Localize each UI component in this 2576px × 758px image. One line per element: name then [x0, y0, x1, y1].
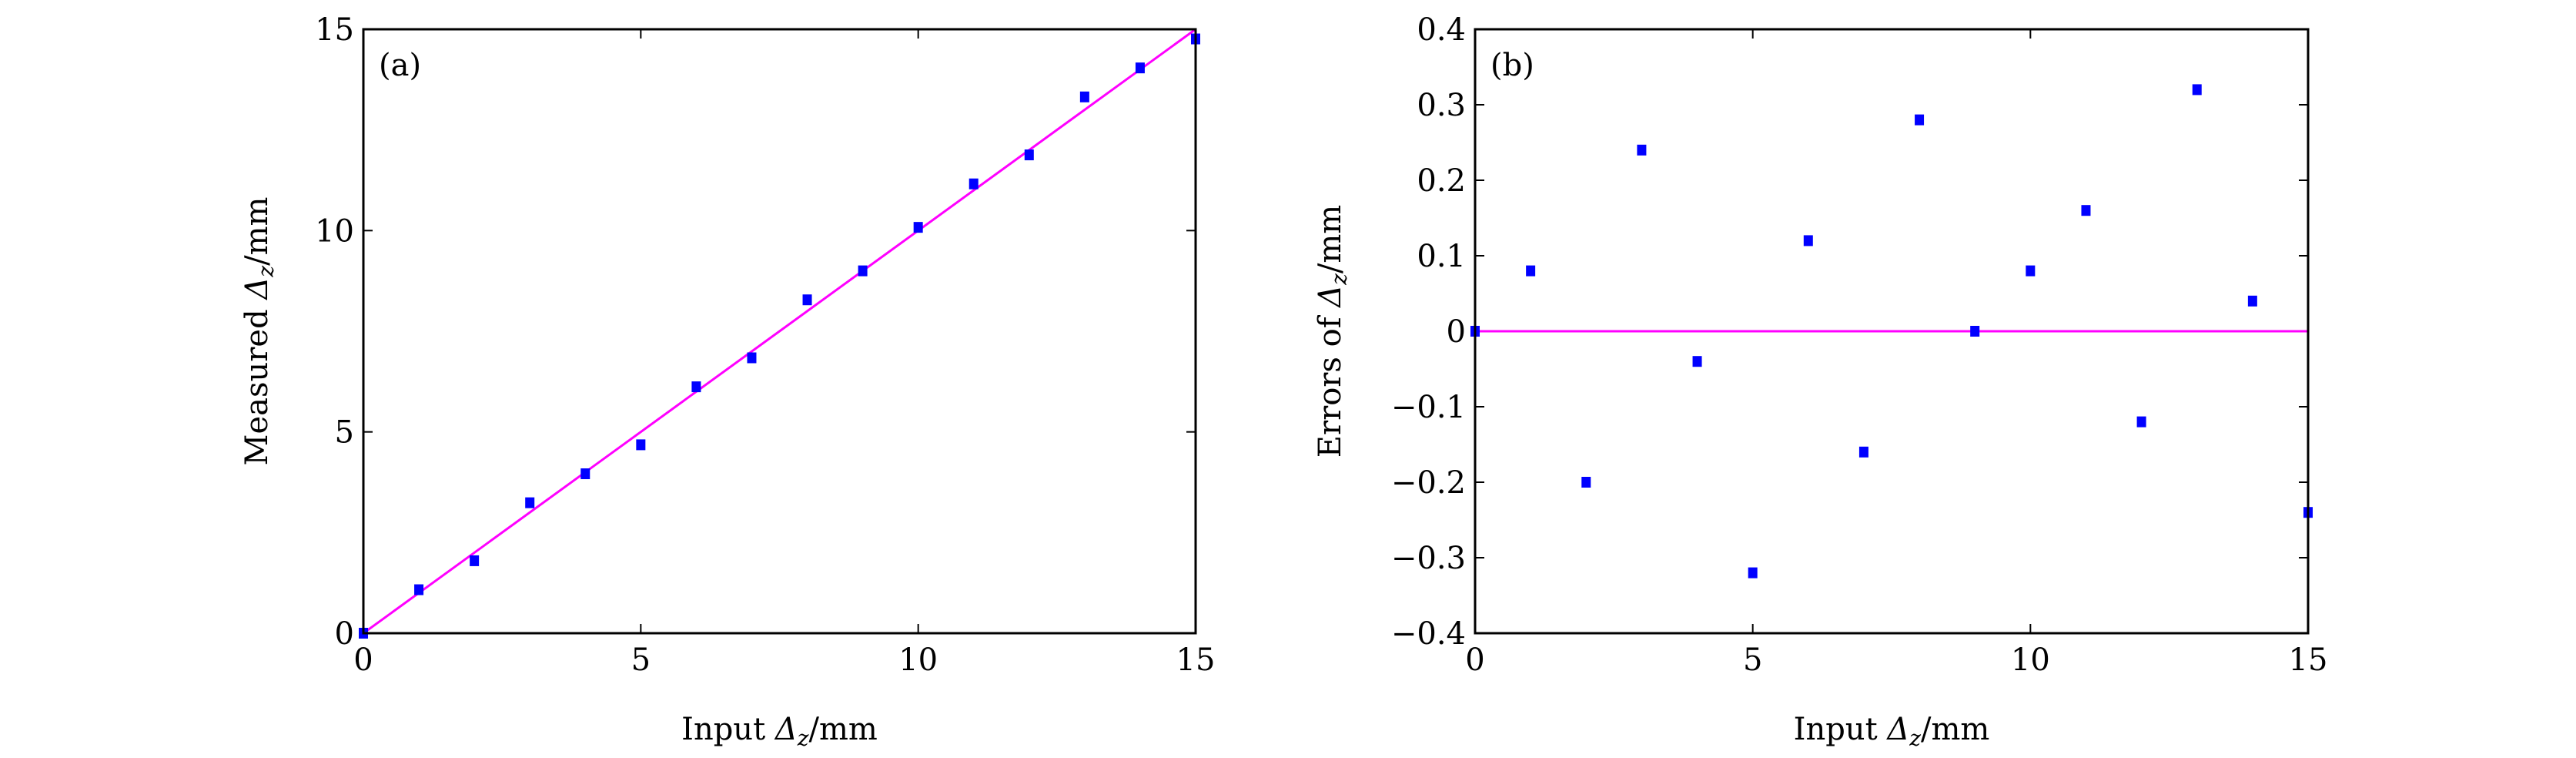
data-point	[1526, 265, 1536, 277]
plot-frame	[1474, 28, 2310, 635]
data-point	[747, 352, 757, 364]
subscript: z	[1326, 273, 1352, 286]
x-tick-label: 5	[631, 642, 651, 678]
data-point	[1692, 356, 1702, 367]
panel-a: 0 5 10 15 0 5 10 15 (a) Input Δz/mm Measured Δz/mm	[239, 12, 1215, 751]
x-tick-label: 10	[898, 642, 938, 678]
data-point	[636, 439, 646, 451]
unit: /mm	[239, 197, 275, 266]
x-tick-label: 0	[353, 642, 373, 678]
data-point	[1135, 62, 1145, 74]
data-point	[2026, 265, 2036, 277]
y-tick-label: 10	[315, 213, 354, 249]
data-point	[691, 381, 701, 393]
data-point	[1970, 326, 1980, 337]
subscript: z	[1909, 726, 1921, 751]
delta-symbol: Δ	[1313, 285, 1348, 309]
unit: /mm	[1313, 205, 1348, 273]
data-point	[1637, 144, 1647, 156]
data-point	[2136, 416, 2146, 428]
plot-frame	[362, 28, 1197, 635]
data-point	[1024, 149, 1034, 161]
y-tick-label: −0.2	[1391, 465, 1466, 501]
y-tick-label: 0.4	[1417, 12, 1466, 48]
data-point	[802, 294, 812, 306]
panel-label: (a)	[379, 48, 421, 83]
y-tick-label: 0.1	[1417, 239, 1466, 274]
data-point	[1858, 446, 1868, 458]
delta-symbol: Δ	[774, 712, 798, 747]
data-point	[2081, 205, 2091, 216]
data-point	[2247, 295, 2257, 307]
data-point	[525, 497, 535, 508]
x-tick-label: 5	[1743, 642, 1762, 678]
data-point	[470, 555, 480, 566]
unit: /mm	[809, 712, 878, 747]
y-axis-label: Errors of Δz/mm	[1313, 205, 1352, 458]
fit-line	[363, 28, 1196, 635]
data-point	[1079, 91, 1089, 102]
y-tick-label: −0.3	[1391, 541, 1466, 576]
x-tick-label: 0	[1465, 642, 1484, 678]
y-tick-label: 0	[335, 616, 354, 652]
subscript: z	[797, 726, 809, 751]
data-point	[1581, 477, 1591, 488]
data-point	[1803, 235, 1813, 247]
unit: /mm	[1921, 712, 1989, 747]
x-tick-label: 15	[2289, 642, 2328, 678]
panel-label: (b)	[1490, 48, 1534, 83]
x-tick-label: 15	[1176, 642, 1216, 678]
data-point	[414, 584, 424, 595]
data-point	[858, 265, 868, 277]
panel-b: 0 5 10 15 −0.4 −0.3 −0.2 −0.1 0 0.1 0.2 0.3 0.4 (b) In…	[1313, 12, 2327, 751]
x-axis-label: Input Δz/mm	[681, 712, 878, 751]
x-axis-label: Input Δz/mm	[1794, 712, 1990, 751]
x-tick-label: 10	[2011, 642, 2050, 678]
y-axis-label: Measured Δz/mm	[239, 197, 279, 466]
y-tick-label: 0.3	[1417, 88, 1466, 123]
y-tick-label: 5	[335, 415, 354, 451]
y-tick-label: 0	[1447, 314, 1466, 350]
data-point	[1748, 567, 1758, 579]
data-point	[913, 222, 923, 233]
y-tick-label: 15	[315, 12, 354, 48]
y-tick-label: −0.4	[1391, 616, 1466, 652]
delta-symbol: Δ	[1885, 712, 1909, 747]
delta-symbol: Δ	[239, 277, 275, 301]
data-point	[1915, 114, 1925, 126]
y-tick-label: 0.2	[1417, 163, 1466, 199]
data-point	[969, 178, 979, 190]
y-tick-label: −0.1	[1391, 390, 1466, 425]
data-point	[2192, 84, 2202, 96]
subscript: z	[253, 266, 279, 278]
data-point	[580, 468, 590, 480]
